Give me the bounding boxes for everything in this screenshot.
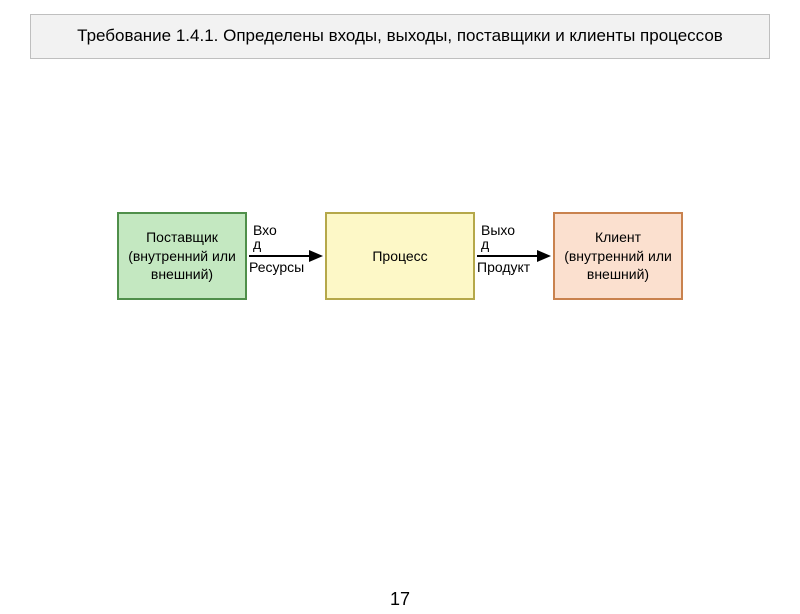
edge-input-label-top-2: д bbox=[247, 237, 325, 251]
edge-output-label-top-1: Выхо bbox=[475, 223, 553, 237]
node-supplier-label: Поставщик (внутренний или внешний) bbox=[125, 228, 239, 285]
node-process-label: Процесс bbox=[372, 247, 427, 266]
node-supplier: Поставщик (внутренний или внешний) bbox=[117, 212, 247, 300]
edge-input: Вхо д Ресурсы bbox=[247, 241, 325, 271]
node-process: Процесс bbox=[325, 212, 475, 300]
edge-output: Выхо д Продукт bbox=[475, 241, 553, 271]
title-text: Требование 1.4.1. Определены входы, выхо… bbox=[77, 26, 723, 45]
title-box: Требование 1.4.1. Определены входы, выхо… bbox=[30, 14, 770, 59]
edge-input-label-bottom: Ресурсы bbox=[247, 259, 325, 275]
edge-output-label-bottom: Продукт bbox=[475, 259, 553, 275]
edge-input-label-top-1: Вхо bbox=[247, 223, 325, 237]
node-client: Клиент (внутренний или внешний) bbox=[553, 212, 683, 300]
process-flow-diagram: Поставщик (внутренний или внешний) Вхо д… bbox=[0, 212, 800, 300]
edge-output-label-top-2: д bbox=[475, 237, 553, 251]
node-client-label: Клиент (внутренний или внешний) bbox=[561, 228, 675, 285]
